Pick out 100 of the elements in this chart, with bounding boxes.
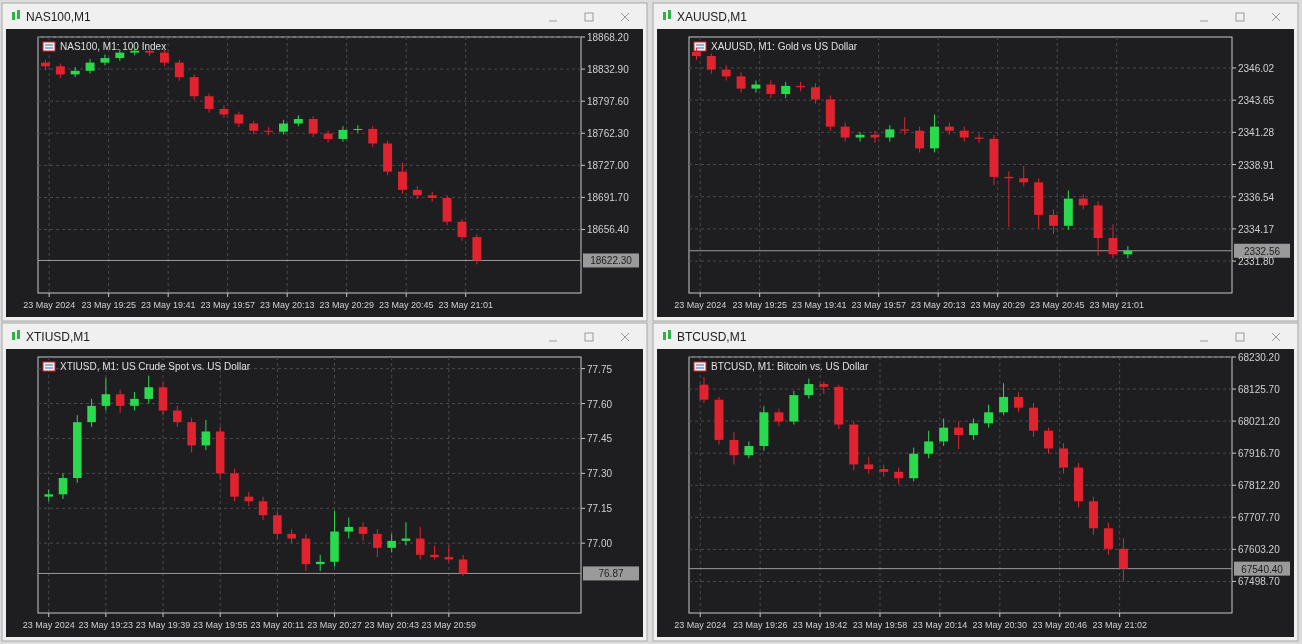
candlestick (999, 382, 1009, 416)
x-tick-label: 23 May 19:57 (851, 300, 906, 310)
y-tick-label: 18762.30 (587, 128, 630, 140)
candlestick (358, 521, 368, 542)
candlestick (969, 417, 979, 441)
candlestick (387, 533, 396, 553)
candlestick (353, 124, 363, 134)
x-tick-label: 23 May 20:14 (912, 620, 968, 630)
x-tick-label: 23 May 19:58 (852, 620, 908, 630)
x-tick-label: 23 May 21:01 (1089, 300, 1144, 310)
y-tick-label: 77.45 (587, 433, 613, 445)
chart-title: XTIUSD,M1 (26, 330, 91, 344)
y-tick-label: 2338.91 (1238, 159, 1275, 171)
candlestick (744, 440, 754, 459)
candlestick (368, 125, 378, 148)
x-tick-label: 23 May 20:43 (364, 620, 419, 630)
x-tick-label: 23 May 20:29 (970, 300, 1025, 310)
y-tick-label: 67707.70 (1238, 512, 1281, 524)
y-tick-label: 77.00 (587, 538, 613, 550)
chart-subtitle: XTIUSD, M1: US Crude Spot vs. US Dollar (60, 361, 251, 372)
x-tick-label: 23 May 20:45 (1029, 300, 1085, 310)
ref-line-label: 18622.30 (590, 255, 633, 267)
x-tick-label: 23 May 2024 (674, 620, 727, 630)
candlestick (729, 431, 739, 465)
candlestick (230, 468, 239, 502)
candlestick (130, 391, 139, 412)
chart-title: BTCUSD,M1 (677, 330, 747, 344)
x-tick-label: 23 May 19:57 (200, 300, 255, 310)
candlestick (774, 408, 784, 427)
x-tick-label: 23 May 20:59 (421, 620, 477, 630)
x-tick-label: 23 May 2024 (674, 300, 727, 310)
x-tick-label: 23 May 19:23 (78, 620, 134, 630)
candlestick (1049, 208, 1058, 235)
y-tick-label: 67916.70 (1238, 448, 1281, 460)
candlestick (974, 132, 984, 144)
y-tick-label: 68021.20 (1238, 416, 1281, 428)
candlestick (201, 419, 211, 451)
x-tick-label: 23 May 19:26 (732, 620, 788, 630)
y-tick-label: 77.75 (587, 363, 613, 375)
candlestick (85, 58, 95, 75)
candlestick (804, 378, 814, 399)
candlestick (158, 382, 168, 416)
candlestick (308, 115, 318, 138)
candlestick (699, 376, 709, 404)
candlestick (810, 82, 820, 105)
x-tick-label: 23 May 20:29 (319, 300, 374, 310)
x-tick-label: 23 May 2024 (22, 620, 75, 630)
x-tick-label: 23 May 20:11 (250, 620, 305, 630)
candlestick (1044, 427, 1053, 455)
y-tick-label: 2336.54 (1238, 191, 1275, 203)
candlestick (415, 526, 425, 560)
x-tick-label: 23 May 20:46 (1032, 620, 1088, 630)
candlestick (187, 417, 196, 453)
y-tick-label: 18656.40 (587, 224, 630, 236)
candlestick (258, 496, 268, 521)
candlestick (1019, 165, 1029, 187)
y-tick-label: 2341.28 (1238, 127, 1275, 139)
y-tick-label: 67603.20 (1238, 544, 1281, 556)
candlestick (58, 472, 68, 500)
x-tick-label: 23 May 19:42 (792, 620, 848, 630)
x-tick-label: 23 May 20:13 (910, 300, 966, 310)
candlestick (442, 194, 452, 226)
y-tick-label: 2331.80 (1238, 256, 1275, 268)
candlestick (840, 122, 850, 143)
candlestick (751, 79, 761, 94)
y-tick-label: 67812.20 (1238, 480, 1281, 492)
ref-line-label: 2332.56 (1243, 245, 1281, 257)
candlestick (915, 126, 925, 153)
y-tick-label: 18868.20 (587, 32, 630, 43)
y-tick-label: 77.15 (587, 503, 613, 515)
candlestick (1118, 537, 1128, 582)
chart-subtitle: NAS100, M1: 100 Index (60, 41, 167, 52)
candlestick (344, 517, 354, 540)
candlestick (373, 528, 382, 558)
x-tick-label: 23 May 20:30 (972, 620, 1028, 630)
chart-title: NAS100,M1 (26, 10, 92, 24)
candlestick (323, 130, 333, 144)
candlestick (1103, 522, 1113, 556)
y-tick-label: 2343.65 (1238, 95, 1275, 107)
x-tick-label: 23 May 2024 (23, 300, 76, 310)
x-tick-label: 23 May 19:41 (140, 300, 196, 310)
candlestick (204, 93, 214, 114)
candlestick (174, 59, 184, 82)
x-tick-label: 23 May 21:01 (438, 300, 493, 310)
ref-line-label: 76.87 (598, 568, 624, 580)
candlestick (954, 420, 964, 450)
candlestick (144, 375, 154, 405)
x-tick-label: 23 May 19:25 (732, 300, 787, 310)
x-tick-label: 23 May 19:41 (791, 300, 847, 310)
y-tick-label: 68125.70 (1238, 384, 1281, 396)
x-tick-label: 23 May 21:02 (1092, 620, 1147, 630)
candlestick (930, 113, 939, 153)
candlestick (1029, 402, 1039, 438)
y-tick-label: 18832.90 (587, 64, 630, 76)
candlestick (398, 162, 407, 194)
y-tick-label: 18727.00 (587, 160, 630, 172)
x-tick-label: 23 May 19:25 (81, 300, 136, 310)
candlestick (101, 377, 111, 412)
candlestick (706, 52, 716, 75)
y-tick-label: 68230.20 (1238, 352, 1281, 363)
